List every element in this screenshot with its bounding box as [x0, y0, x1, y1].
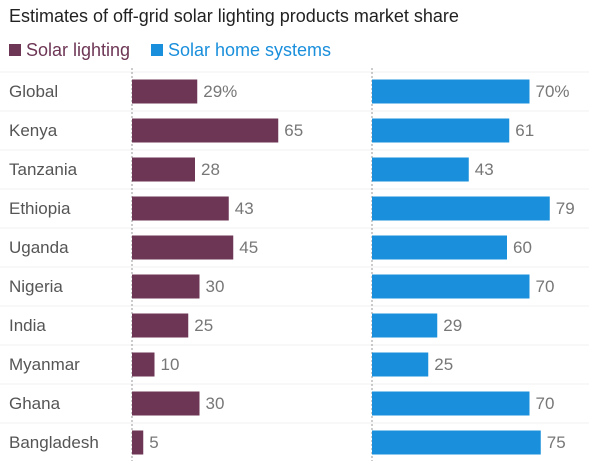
value-label-solar-home-systems-ghana: 70: [536, 394, 555, 413]
bar-solar-lighting-nigeria: [132, 274, 200, 299]
value-label-solar-lighting-nigeria: 30: [206, 277, 225, 296]
category-label-uganda: Uganda: [9, 238, 69, 257]
value-label-solar-lighting-myanmar: 10: [161, 355, 180, 374]
bar-solar-home-systems-uganda: [372, 235, 507, 260]
value-label-solar-lighting-ethiopia: 43: [235, 199, 254, 218]
category-label-ghana: Ghana: [9, 394, 61, 413]
value-label-solar-home-systems-uganda: 60: [513, 238, 532, 257]
category-label-nigeria: Nigeria: [9, 277, 63, 296]
bar-solar-lighting-tanzania: [132, 157, 195, 182]
legend-item-solar-lighting: Solar lighting: [9, 39, 130, 61]
bar-solar-home-systems-ethiopia: [372, 196, 550, 221]
bar-solar-lighting-ghana: [132, 391, 200, 416]
legend-label-solar-home-systems: Solar home systems: [168, 40, 332, 60]
legend-item-solar-home-systems: Solar home systems: [151, 39, 331, 61]
bar-solar-home-systems-tanzania: [372, 157, 469, 182]
value-label-solar-lighting-kenya: 65: [284, 121, 303, 140]
value-label-solar-lighting-tanzania: 28: [201, 160, 220, 179]
category-label-myanmar: Myanmar: [9, 355, 80, 374]
bar-solar-lighting-myanmar: [132, 352, 155, 377]
legend-label-solar-lighting: Solar lighting: [26, 40, 131, 60]
category-label-india: India: [9, 316, 46, 335]
value-label-solar-lighting-india: 25: [194, 316, 213, 335]
legend-swatch-solar-home-systems: [151, 44, 163, 56]
value-label-solar-lighting-ghana: 30: [206, 394, 225, 413]
chart-title: Estimates of off-grid solar lighting pro…: [9, 6, 459, 26]
value-label-solar-lighting-uganda: 45: [239, 238, 258, 257]
value-label-solar-home-systems-nigeria: 70: [536, 277, 555, 296]
bar-solar-home-systems-nigeria: [372, 274, 530, 299]
bar-solar-lighting-india: [132, 313, 189, 338]
category-label-ethiopia: Ethiopia: [9, 199, 71, 218]
value-label-solar-home-systems-kenya: 61: [515, 121, 534, 140]
value-label-solar-home-systems-tanzania: 43: [475, 160, 494, 179]
category-label-kenya: Kenya: [9, 121, 58, 140]
bar-solar-home-systems-india: [372, 313, 438, 338]
category-label-tanzania: Tanzania: [9, 160, 78, 179]
bar-solar-home-systems-ghana: [372, 391, 530, 416]
value-label-solar-home-systems-india: 29: [443, 316, 462, 335]
bar-solar-lighting-global: [132, 79, 198, 104]
category-label-global: Global: [9, 82, 58, 101]
bar-solar-lighting-kenya: [132, 118, 279, 143]
value-label-solar-lighting-global: 29%: [203, 82, 237, 101]
value-label-solar-home-systems-ethiopia: 79: [556, 199, 575, 218]
value-label-solar-home-systems-bangladesh: 75: [547, 433, 566, 452]
bar-solar-home-systems-kenya: [372, 118, 510, 143]
bar-solar-lighting-ethiopia: [132, 196, 229, 221]
category-label-bangladesh: Bangladesh: [9, 433, 99, 452]
value-label-solar-home-systems-myanmar: 25: [434, 355, 453, 374]
bar-solar-home-systems-global: [372, 79, 530, 104]
value-label-solar-lighting-bangladesh: 5: [149, 433, 158, 452]
bar-solar-lighting-bangladesh: [132, 430, 144, 455]
bar-solar-home-systems-myanmar: [372, 352, 429, 377]
legend-swatch-solar-lighting: [9, 44, 21, 56]
bar-solar-home-systems-bangladesh: [372, 430, 541, 455]
bar-solar-lighting-uganda: [132, 235, 234, 260]
value-label-solar-home-systems-global: 70%: [536, 82, 570, 101]
